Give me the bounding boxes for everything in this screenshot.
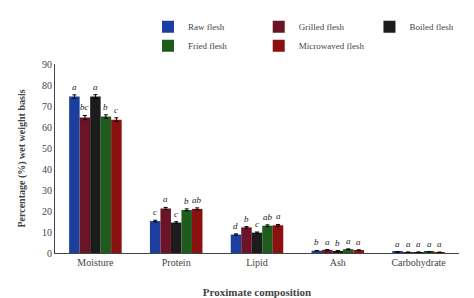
svg-text:Grilled flesh: Grilled flesh xyxy=(299,22,345,32)
svg-text:a: a xyxy=(93,82,98,92)
svg-text:Moisture: Moisture xyxy=(77,257,114,268)
svg-text:0: 0 xyxy=(47,248,52,259)
svg-text:a: a xyxy=(72,82,77,92)
svg-text:a: a xyxy=(406,239,411,249)
svg-text:Lipid: Lipid xyxy=(246,257,268,268)
svg-text:c: c xyxy=(153,207,157,217)
svg-text:d: d xyxy=(233,221,238,231)
svg-text:Carbohydrate: Carbohydrate xyxy=(391,257,446,268)
svg-text:30: 30 xyxy=(42,185,52,196)
svg-text:a: a xyxy=(163,194,168,204)
svg-text:Microwaved flesh: Microwaved flesh xyxy=(299,41,365,51)
svg-text:b: b xyxy=(184,196,189,206)
svg-text:a: a xyxy=(325,237,330,247)
svg-text:bc: bc xyxy=(80,102,89,112)
svg-text:a: a xyxy=(416,239,421,249)
svg-text:c: c xyxy=(255,219,259,229)
svg-text:Ash: Ash xyxy=(330,257,346,268)
svg-text:a: a xyxy=(427,239,432,249)
svg-text:50: 50 xyxy=(42,143,52,154)
svg-text:60: 60 xyxy=(42,122,52,133)
svg-text:Proximate composition: Proximate composition xyxy=(203,286,311,298)
svg-text:Raw flesh: Raw flesh xyxy=(188,22,225,32)
svg-text:ab: ab xyxy=(192,195,202,205)
svg-text:a: a xyxy=(276,211,281,221)
svg-text:Protein: Protein xyxy=(162,257,191,268)
svg-text:b: b xyxy=(103,102,108,112)
svg-text:a: a xyxy=(356,237,361,247)
svg-text:ab: ab xyxy=(263,212,273,222)
svg-text:Percentage (%) wet weight basi: Percentage (%) wet weight basis xyxy=(16,89,28,227)
svg-text:a: a xyxy=(395,239,400,249)
svg-text:80: 80 xyxy=(42,80,52,91)
svg-text:10: 10 xyxy=(42,227,52,238)
svg-text:40: 40 xyxy=(42,164,52,175)
svg-text:c: c xyxy=(114,105,118,115)
svg-text:Boiled flesh: Boiled flesh xyxy=(409,22,453,32)
svg-text:70: 70 xyxy=(42,101,52,112)
svg-text:c: c xyxy=(174,209,178,219)
svg-text:b: b xyxy=(335,238,340,248)
svg-text:Fried flesh: Fried flesh xyxy=(188,41,227,51)
svg-text:b: b xyxy=(244,214,249,224)
svg-text:b: b xyxy=(314,237,319,247)
svg-text:90: 90 xyxy=(42,59,52,70)
svg-text:20: 20 xyxy=(42,206,52,217)
svg-text:a: a xyxy=(437,239,442,249)
svg-text:a: a xyxy=(346,236,351,246)
